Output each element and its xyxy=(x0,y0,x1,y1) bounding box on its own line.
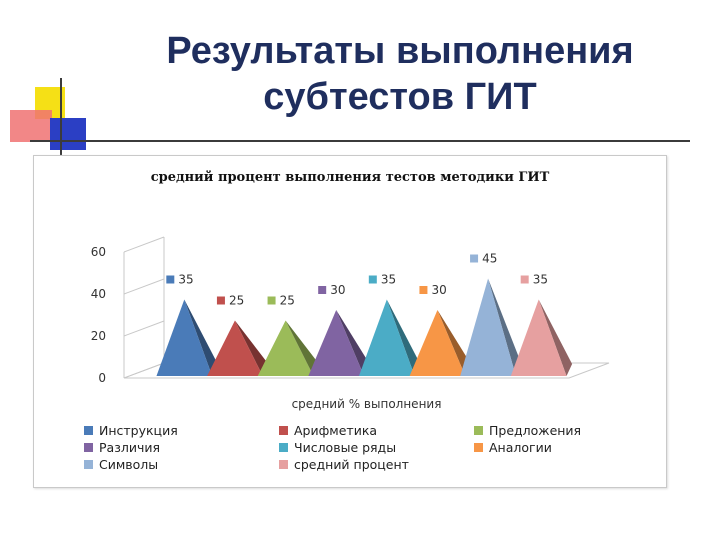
gridline xyxy=(123,236,165,253)
y-tick-label: 40 xyxy=(91,287,106,301)
gridline xyxy=(123,362,165,379)
decor-blue-square xyxy=(50,118,86,150)
legend-swatch xyxy=(474,443,483,452)
slide-title-line2: субтестов ГИТ xyxy=(263,76,537,118)
pyramid-bar xyxy=(409,310,466,376)
data-label: 25 xyxy=(229,294,244,308)
pyramid-side xyxy=(488,278,522,376)
pyramid-bar xyxy=(308,310,365,376)
pyramid-side xyxy=(234,320,269,376)
pyramid-bar xyxy=(460,278,516,376)
legend-label: Числовые ряды xyxy=(294,440,397,455)
pyramid-bar xyxy=(257,320,314,376)
pyramid-bar xyxy=(358,299,415,376)
pyramid-bar xyxy=(156,299,213,376)
x-axis-label: средний % выполнения xyxy=(292,397,442,411)
legend-label: Различия xyxy=(99,440,160,455)
decor-horizontal-line xyxy=(30,140,690,142)
legend-label: Символы xyxy=(99,457,159,472)
data-label-marker xyxy=(166,275,175,284)
data-label-marker xyxy=(318,286,327,294)
pyramid-bar xyxy=(207,320,263,376)
pyramid-bar xyxy=(510,299,567,376)
legend-entry: средний процент xyxy=(279,457,409,472)
gridline xyxy=(123,320,165,337)
chart-plot: 0 20 40 60 35 25 25 30 35 30 45 35 средний % выполне… xyxy=(91,236,610,411)
legend-entry: Различия xyxy=(84,440,160,455)
data-label-marker xyxy=(520,275,529,284)
legend-entry: Числовые ряды xyxy=(279,440,396,455)
pyramid-side xyxy=(437,310,471,376)
legend-swatch xyxy=(84,443,93,452)
chart-title: средний процент выполнения тестов методи… xyxy=(150,170,550,185)
data-label-marker xyxy=(419,286,428,294)
legend-swatch xyxy=(474,426,483,435)
legend-label: Предложения xyxy=(489,423,582,438)
chart-container: средний процент выполнения тестов методи… xyxy=(33,155,667,488)
slide-title: Результаты выполнения субтестов ГИТ xyxy=(110,28,690,120)
data-label-marker xyxy=(216,296,225,305)
decor-vertical-line xyxy=(60,78,62,156)
legend-swatch xyxy=(279,460,288,469)
data-label: 35 xyxy=(381,273,396,287)
data-label-marker xyxy=(267,296,276,305)
legend-label: Аналогии xyxy=(489,440,552,455)
slide-title-line1: Результаты выполнения xyxy=(166,30,634,72)
pyramid-side xyxy=(538,299,573,376)
pyramid-side xyxy=(184,299,218,376)
y-tick-label: 60 xyxy=(91,245,106,259)
decor-red-square xyxy=(10,110,52,142)
pyramid-side xyxy=(285,320,319,376)
data-label: 25 xyxy=(280,294,295,308)
legend-swatch xyxy=(279,426,288,435)
legend-entry: Символы xyxy=(84,457,158,472)
legend-entry: Предложения xyxy=(474,423,581,438)
data-label: 35 xyxy=(533,273,548,287)
legend-swatch xyxy=(279,443,288,452)
data-label: 45 xyxy=(482,252,497,266)
data-label-marker xyxy=(470,254,479,263)
legend-swatch xyxy=(84,460,93,469)
gridline xyxy=(123,278,165,295)
pyramid-side xyxy=(336,310,370,376)
y-tick-label: 20 xyxy=(91,329,106,343)
data-label-marker xyxy=(368,275,377,284)
legend-entry: Инструкция xyxy=(84,423,178,438)
data-label: 35 xyxy=(178,273,193,287)
legend-label: средний процент xyxy=(294,457,409,472)
legend-swatch xyxy=(84,426,93,435)
legend-entry: Аналогии xyxy=(474,440,552,455)
pyramid-side xyxy=(386,299,421,376)
legend-label: Арифметика xyxy=(294,423,378,438)
data-label: 30 xyxy=(431,283,446,297)
data-label: 30 xyxy=(330,283,345,297)
legend-label: Инструкция xyxy=(99,423,178,438)
legend-entry: Арифметика xyxy=(279,423,377,438)
y-tick-label: 0 xyxy=(98,371,106,385)
